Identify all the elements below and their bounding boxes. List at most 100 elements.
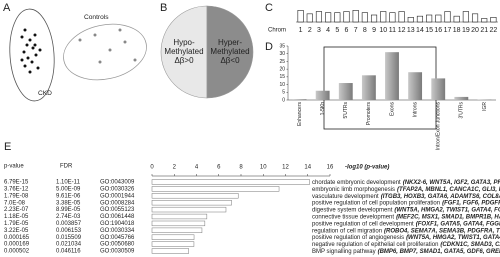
- x-tick-label: 14: [416, 27, 424, 34]
- x-tick-label: 5'UTRs: [343, 102, 349, 119]
- bar: [315, 11, 323, 23]
- pie-slice: [206, 5, 254, 99]
- term-label: positive regulation of angiogenesis (WNT5…: [312, 235, 500, 241]
- term-genes: (WNT5A, HMGA2, TWIST1, GATA4, FGF1, CDH5…: [406, 235, 500, 241]
- bar: [398, 11, 405, 23]
- x-tick-label: 12: [398, 27, 406, 34]
- fdr: 3.38E-05: [56, 200, 81, 206]
- axis-label: Chrom: [268, 28, 286, 34]
- go-id: GO:0001944: [100, 193, 135, 199]
- axis-title: -log10 (p-value): [345, 165, 389, 171]
- scatter-point: [33, 43, 37, 47]
- go-id: GO:0030509: [100, 249, 135, 255]
- go-id: GO:0061448: [100, 214, 135, 220]
- column-header: FDR: [60, 164, 73, 170]
- x-tick-label: 7: [354, 27, 358, 34]
- scatter-point: [26, 56, 30, 60]
- bar: [292, 99, 307, 100]
- fdr: 0.021034: [56, 242, 82, 248]
- x-tick-label: 19: [462, 27, 470, 34]
- term-label: digestive system development (WNT5A, HMGA…: [312, 207, 500, 213]
- bar: [151, 206, 227, 213]
- x-tick-label: 6: [217, 165, 221, 171]
- term-name: positive regulation of cell development: [312, 221, 414, 227]
- go-id: GO:0045766: [100, 235, 135, 241]
- bar: [389, 12, 396, 23]
- bar: [385, 52, 399, 100]
- term-genes: (FGF1, FGF6, PDGFRA, WNT5A, etc): [442, 200, 500, 206]
- x-tick-label: 2: [308, 27, 312, 34]
- bar: [435, 14, 442, 23]
- y-tick-label: 5: [282, 90, 285, 96]
- slice-label: Methylated: [164, 47, 203, 56]
- bar: [407, 17, 414, 23]
- scatter-point: [20, 35, 24, 39]
- bar: [444, 11, 451, 23]
- scatter-point: [23, 28, 27, 32]
- p-value: 2.23E-07: [4, 207, 29, 213]
- slice-label: Δβ>0: [174, 56, 194, 65]
- fdr: 1.10E-11: [56, 180, 81, 186]
- term-label: connective tissue development (MEF2C, MSX…: [312, 214, 500, 220]
- bar: [431, 78, 446, 100]
- fdr: 0.003857: [56, 221, 82, 227]
- bar: [151, 179, 310, 185]
- scatter-point: [28, 70, 32, 74]
- p-value: 1.79E-05: [4, 221, 29, 227]
- scatter-point: [108, 48, 112, 52]
- scatter-point: [30, 60, 34, 64]
- term-name: positive regulation of angiogenesis: [312, 235, 404, 241]
- bar: [151, 241, 195, 247]
- bar: [361, 12, 368, 23]
- scatter-point: [38, 48, 42, 52]
- bar: [471, 13, 479, 23]
- scatter-point: [93, 33, 97, 37]
- p-value: 3.22E-05: [4, 228, 29, 234]
- bar: [151, 186, 280, 192]
- fdr: 8.99E-05: [56, 207, 81, 213]
- scatter-point: [20, 58, 24, 62]
- slice-label: Methylated: [210, 47, 249, 56]
- scatter-point: [36, 66, 40, 70]
- scatter-point: [98, 60, 102, 64]
- fdr: 0.046116: [56, 249, 81, 255]
- bar: [151, 220, 206, 227]
- x-tick-label: 22: [490, 27, 498, 34]
- x-tick-label: Promoters: [366, 102, 372, 126]
- term-genes: (BMP6, BMP7, SMAD1, GATA5, GDF6, GREM2, …: [378, 249, 500, 255]
- bar: [151, 234, 195, 240]
- panel-letter: E: [4, 141, 11, 153]
- term-label: vasculature development (ITGB3, HOXB3, GA…: [312, 193, 500, 199]
- bar: [352, 10, 359, 23]
- term-name: embryonic limb morphogenesis: [312, 186, 395, 192]
- p-value: 0.000165: [4, 235, 30, 241]
- x-tick-label: Introns: [412, 102, 418, 118]
- bar: [408, 72, 423, 100]
- x-tick-label: IGR: [482, 102, 488, 111]
- panel-letter: C: [265, 2, 273, 14]
- x-tick-label: Exons: [389, 102, 395, 116]
- bar: [297, 10, 304, 23]
- scatter-point: [25, 43, 29, 47]
- bar: [454, 96, 469, 100]
- y-tick-label: 20: [279, 66, 285, 72]
- term-genes: (ITGB3, HOXB3, GATA6, ADAMTS6, COL8A1, C…: [381, 193, 500, 199]
- p-value: 1.79E-08: [4, 193, 29, 199]
- y-tick-label: 25: [279, 59, 285, 65]
- bar: [453, 15, 460, 23]
- bar: [151, 200, 232, 206]
- bar: [481, 18, 488, 23]
- slice-label: Hyper-: [218, 38, 242, 47]
- term-label: regulation of cell migration (ROBO4, SEMA…: [312, 228, 500, 234]
- term-name: digestive system development: [312, 207, 393, 213]
- x-tick-label: 8: [239, 165, 243, 171]
- x-tick-label: 16: [327, 165, 334, 171]
- column-header: p-value: [4, 164, 24, 170]
- x-tick-label: 12: [282, 165, 289, 171]
- bar: [334, 12, 341, 23]
- x-tick-label: 10: [260, 165, 267, 171]
- scatter-point: [28, 38, 32, 42]
- fdr: 0.006153: [56, 228, 82, 234]
- slice-label: Δβ<0: [220, 56, 240, 65]
- series-label: CKD: [38, 90, 52, 97]
